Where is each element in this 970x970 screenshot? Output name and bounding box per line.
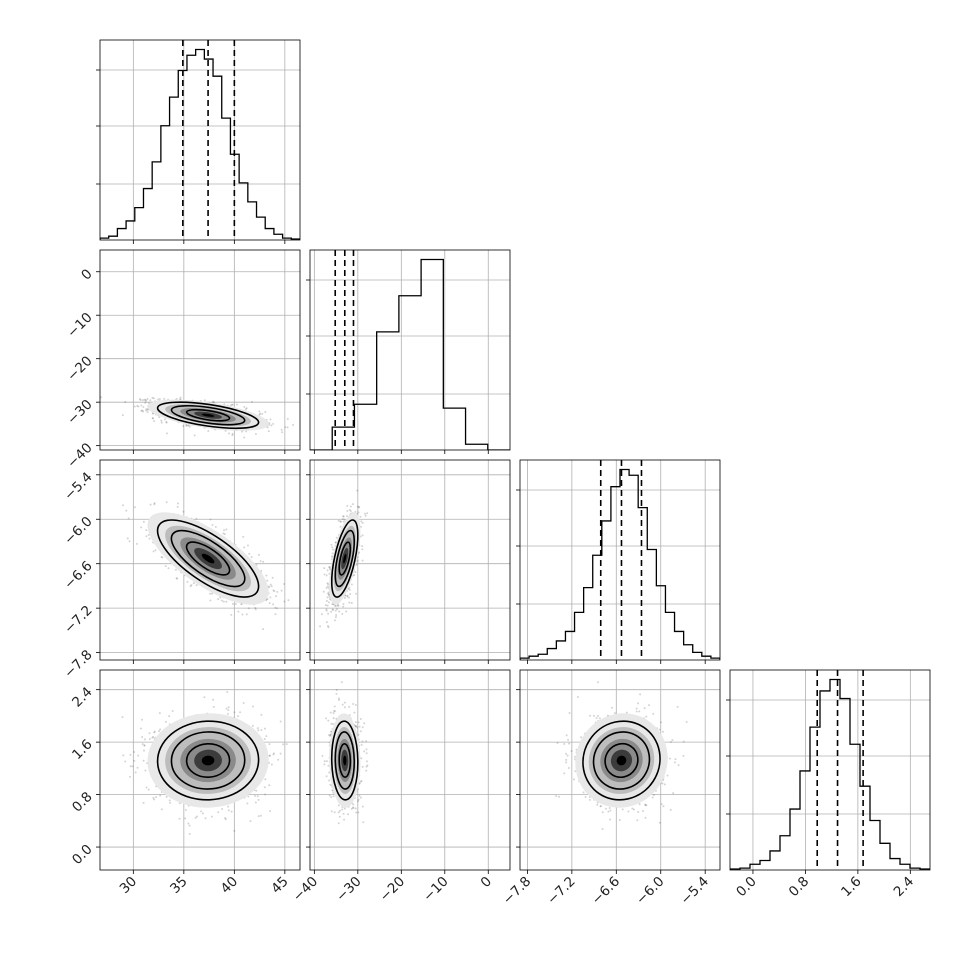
scatter-panel-0-1 (100, 250, 300, 450)
x-tick-label: 45 (268, 874, 291, 897)
x-tick-label: −40 (290, 874, 321, 905)
x-tick-label: −7.8 (500, 874, 534, 908)
contour-line-2 (185, 541, 231, 576)
contour-line-1 (334, 529, 356, 588)
x-tick-label: 2.4 (891, 874, 918, 901)
x-tick-label: −10 (420, 874, 451, 905)
panel-frame (99, 459, 301, 661)
contour-line-0 (156, 401, 260, 430)
histogram-panel-2 (520, 460, 720, 660)
y-tick-label: 1.6 (69, 736, 96, 763)
x-tick-label: −7.2 (544, 874, 578, 908)
y-tick-label: −20 (64, 353, 95, 384)
y-tick-label: 2.4 (69, 684, 96, 711)
histogram-panel-0 (100, 40, 300, 240)
histogram-panel-3 (730, 670, 930, 870)
contour-line-2 (338, 742, 352, 779)
y-tick-label: −40 (64, 440, 95, 471)
panel-frame (99, 39, 301, 241)
contour-line-2 (604, 742, 639, 779)
contour-line-2 (338, 541, 352, 576)
histogram-step-1 (310, 258, 510, 450)
scatter-panel-1-3 (310, 670, 510, 870)
x-tick-label: 0.0 (733, 874, 760, 901)
y-tick-label: 0.8 (69, 789, 96, 816)
panel-frame (519, 669, 721, 871)
panel-frame (99, 249, 301, 451)
contour-line-0 (582, 720, 661, 801)
contour-line-0 (330, 720, 359, 801)
x-tick-label: 35 (167, 874, 190, 897)
histogram-step-2 (520, 468, 720, 660)
x-tick-label: −5.4 (678, 874, 712, 908)
contour-line-0 (156, 720, 260, 801)
panel-frame (729, 669, 931, 871)
contour-line-1 (334, 731, 356, 790)
y-tick-label: −5.4 (61, 469, 95, 503)
density-level-4 (201, 413, 215, 417)
panel-frame (309, 249, 511, 451)
y-tick-label: −30 (64, 397, 95, 428)
x-tick-label: 1.6 (838, 874, 865, 901)
scatter-panel-0-2 (100, 460, 300, 660)
histogram-panel-1 (310, 250, 510, 450)
x-tick-label: −30 (333, 874, 364, 905)
x-tick-label: 40 (218, 874, 241, 897)
density-level-4 (201, 553, 215, 564)
panel-frame (309, 669, 511, 871)
y-tick-label: −6.0 (61, 514, 95, 548)
contour-line-1 (170, 731, 246, 790)
scatter-panel-0-3 (100, 670, 300, 870)
x-tick-label: −6.6 (589, 874, 623, 908)
contour-line-0 (156, 519, 260, 598)
contour-line-1 (592, 731, 651, 790)
x-tick-label: 0.8 (786, 874, 813, 901)
contour-line-1 (170, 529, 246, 588)
y-tick-label: −6.6 (61, 558, 95, 592)
scatter-panel-1-2 (310, 460, 510, 660)
x-tick-label: 30 (117, 874, 140, 897)
x-tick-label: −20 (377, 874, 408, 905)
contour-line-0 (330, 519, 359, 598)
y-tick-label: −10 (64, 310, 95, 341)
x-tick-label: −6.0 (633, 874, 667, 908)
density-level-4 (343, 553, 347, 564)
panel-frame (309, 459, 511, 661)
panel-frame (99, 669, 301, 871)
panel-frame (519, 459, 721, 661)
y-tick-label: −7.2 (61, 602, 95, 636)
y-tick-label: −7.8 (61, 647, 95, 681)
x-tick-label: 0 (478, 874, 495, 891)
y-tick-label: 0 (78, 266, 95, 283)
y-tick-label: 0.0 (69, 841, 96, 868)
histogram-step-0 (100, 48, 300, 240)
scatter-panel-2-3 (520, 670, 720, 870)
density-level-4 (343, 755, 347, 766)
contour-line-2 (185, 742, 231, 779)
density-level-4 (201, 755, 215, 766)
contour-line-2 (185, 408, 231, 422)
contour-line-1 (170, 404, 246, 426)
density-level-4 (616, 755, 627, 766)
histogram-step-3 (730, 678, 930, 870)
